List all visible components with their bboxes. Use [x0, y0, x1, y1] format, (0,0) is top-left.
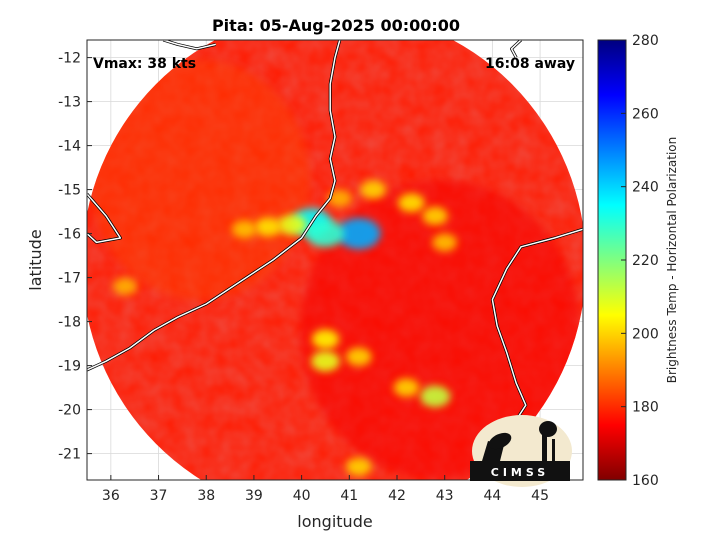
chart-title: Pita: 05-Aug-2025 00:00:00	[212, 16, 460, 35]
coastline-segment	[163, 40, 216, 50]
x-tick-label: 41	[340, 488, 358, 504]
coastline-segment	[87, 193, 122, 244]
y-tick-label: -15	[58, 183, 81, 199]
x-tick-label: 36	[102, 488, 120, 504]
x-axis-label: longitude	[297, 512, 372, 531]
colorbar: 160 180 200 220 240 260 280 Brightness Temp - …	[597, 33, 679, 489]
swath-feature	[337, 218, 381, 250]
logo-text: CIMSS	[491, 466, 549, 479]
x-tick-label: 42	[388, 488, 406, 504]
colorbar-tick-label: 220	[632, 253, 659, 269]
plot-area: 36 37 38 39 40 41 42 43 44 45 -12-13-14-15-16-17-…	[58, 39, 584, 504]
colorbar-ticks: 160 180 200 220 240 260 280	[621, 33, 659, 489]
swath-feature	[311, 350, 340, 372]
y-tick-label: -18	[58, 315, 81, 331]
coastline-segment	[510, 40, 522, 58]
x-tick-label: 39	[245, 488, 263, 504]
swath-feature	[346, 347, 372, 366]
swath-feature	[113, 277, 138, 295]
y-ticks: -12 -13 -14 -15 -16 -17 -18 -19 -20 -21	[58, 51, 92, 463]
swath-feature	[422, 206, 448, 226]
swath-feature	[398, 193, 425, 213]
x-tick-label: 37	[150, 488, 168, 504]
swath-cold-region	[300, 180, 580, 480]
x-tick-label: 45	[531, 488, 549, 504]
x-tick-label: 43	[436, 488, 454, 504]
swath-feature	[231, 220, 257, 239]
y-tick-label: -14	[58, 139, 81, 155]
time-away-annotation: 16:08 away	[485, 56, 575, 72]
swath-warm-region	[90, 60, 310, 300]
swath-feature	[255, 217, 282, 237]
y-tick-label: -17	[58, 271, 81, 287]
x-tick-label: 40	[293, 488, 311, 504]
y-axis-label: latitude	[26, 229, 45, 290]
x-tick-label: 44	[483, 488, 501, 504]
y-tick-label: -16	[58, 227, 81, 243]
colorbar-label: Brightness Temp - Horizontal Polarizatio…	[665, 137, 679, 384]
swath-heatmap	[87, 40, 583, 480]
cimss-logo: CIMSS	[470, 415, 572, 487]
colorbar-tick-label: 200	[632, 326, 659, 342]
swath-feature	[311, 329, 340, 349]
y-tick-label: -12	[58, 51, 81, 67]
x-tick-label: 38	[197, 488, 215, 504]
swath-feature	[346, 457, 372, 476]
y-tick-label: -13	[58, 95, 81, 111]
y-tick-label: -19	[58, 359, 81, 375]
colorbar-tick-label: 180	[632, 400, 659, 416]
swath-feature	[432, 233, 458, 252]
coastline-segment	[87, 40, 341, 371]
swath-feature	[360, 180, 386, 199]
colorbar-tick-label: 260	[632, 106, 659, 122]
y-tick-label: -20	[58, 403, 81, 419]
swath-feature	[327, 189, 352, 207]
axes-frame	[86, 39, 584, 481]
swath-feature	[306, 220, 345, 248]
colorbar-tick-label: 240	[632, 180, 659, 196]
colorbar-tick-label: 280	[632, 33, 659, 49]
vmax-annotation: Vmax: 38 kts	[93, 56, 196, 72]
y-tick-label: -21	[58, 447, 81, 463]
x-ticks: 36 37 38 39 40 41 42 43 44 45	[102, 475, 549, 504]
swath-feature	[419, 385, 451, 408]
colorbar-tick-label: 160	[632, 473, 659, 489]
swath-feature	[277, 214, 307, 236]
swath-feature	[393, 378, 420, 397]
